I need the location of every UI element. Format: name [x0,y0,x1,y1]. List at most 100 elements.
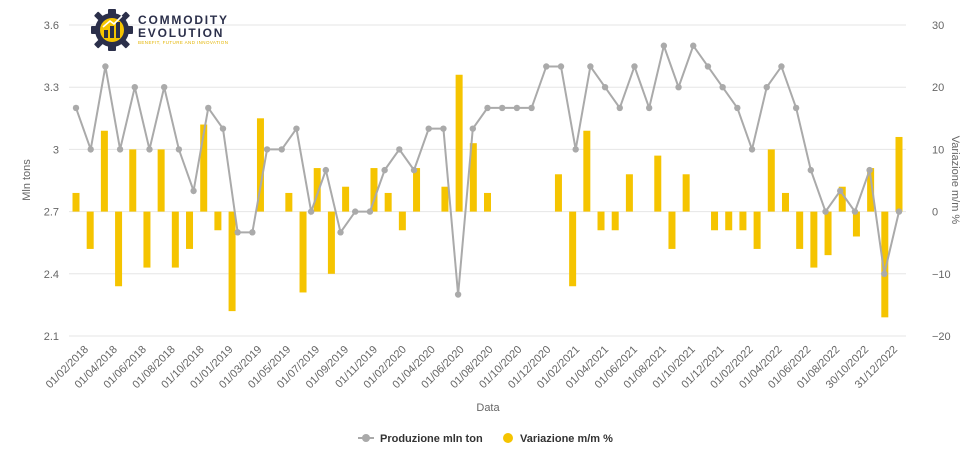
bar[interactable] [895,136,903,212]
line-point[interactable] [381,166,388,174]
line-point[interactable] [116,146,124,153]
line-point[interactable] [601,84,609,91]
line-point[interactable] [322,166,330,174]
line-point[interactable] [293,125,300,132]
line-point[interactable] [572,146,579,153]
bar[interactable] [157,149,165,212]
line-point[interactable] [219,125,227,132]
bar[interactable] [668,211,676,249]
bar[interactable] [725,211,733,231]
line-point[interactable] [146,146,153,153]
bar[interactable] [398,211,406,231]
bar[interactable] [143,211,151,268]
bar[interactable] [739,211,747,231]
line-point[interactable] [543,63,550,70]
bar[interactable] [313,168,321,212]
line-point[interactable] [160,84,168,91]
bar[interactable] [767,149,775,212]
line-point[interactable] [719,84,726,91]
line-point[interactable] [748,146,756,153]
line-point[interactable] [690,42,697,49]
line-point[interactable] [425,125,432,132]
line-point[interactable] [484,104,491,112]
line-point[interactable] [660,42,668,49]
bar[interactable] [881,211,889,318]
bar[interactable] [484,192,491,212]
line-point[interactable] [396,146,403,153]
line-point[interactable] [557,63,565,70]
line-point[interactable] [234,229,241,236]
line-point[interactable] [616,104,623,112]
bar[interactable] [441,186,449,212]
line-point[interactable] [763,84,770,91]
bar[interactable] [384,192,392,212]
line-point[interactable] [881,270,888,277]
bar[interactable] [654,155,662,212]
bar[interactable] [228,211,236,312]
line-point[interactable] [131,84,138,91]
bar[interactable] [569,211,577,287]
bar[interactable] [867,168,875,212]
line-point[interactable] [513,104,521,112]
bar[interactable] [554,174,562,212]
line-point[interactable] [454,291,462,298]
legend-item-line[interactable]: Produzione mln ton [358,433,483,445]
line-point[interactable] [337,229,344,236]
line-point[interactable] [734,104,741,112]
bar[interactable] [838,186,846,212]
line-point[interactable] [895,208,903,215]
bar[interactable] [200,124,208,212]
bar[interactable] [824,211,832,256]
bar[interactable] [413,168,421,212]
line-point[interactable] [366,208,374,215]
bar[interactable] [711,211,719,231]
line-point[interactable] [87,146,94,153]
bar[interactable] [455,74,463,212]
line-point[interactable] [631,63,638,70]
line-point[interactable] [822,208,829,215]
bar[interactable] [370,168,378,212]
line-point[interactable] [645,104,653,112]
bar[interactable] [129,149,137,212]
bar[interactable] [753,211,761,249]
line-point[interactable] [175,146,183,153]
bar[interactable] [171,211,179,268]
bar[interactable] [469,143,477,212]
bar[interactable] [100,130,108,212]
bar[interactable] [186,211,194,249]
bar[interactable] [327,211,335,274]
bar[interactable] [115,211,123,287]
line-point[interactable] [498,104,506,112]
bar[interactable] [285,192,293,212]
line-point[interactable] [102,63,109,70]
line-point[interactable] [675,84,682,91]
bar[interactable] [86,211,94,249]
bar[interactable] [810,211,818,268]
line-point[interactable] [263,146,271,153]
line-point[interactable] [469,125,477,132]
line-point[interactable] [851,208,859,215]
line-point[interactable] [249,229,256,236]
line-point[interactable] [778,63,785,70]
line-point[interactable] [807,166,815,174]
line-point[interactable] [587,63,594,70]
legend[interactable]: Produzione mln ton Variazione m/m % [358,433,613,445]
bar[interactable] [256,118,264,212]
line-point[interactable] [190,187,197,195]
bar[interactable] [299,211,307,293]
line-point[interactable] [72,104,80,112]
line-point[interactable] [205,104,212,112]
line-point[interactable] [837,187,844,195]
bar[interactable] [682,174,690,212]
bar[interactable] [214,211,222,231]
bar[interactable] [781,192,789,212]
bar[interactable] [625,174,633,212]
bar[interactable] [583,130,591,212]
bar[interactable] [852,211,860,237]
line-point[interactable] [528,104,535,112]
line-point[interactable] [307,208,315,215]
bar[interactable] [72,192,80,212]
line-point[interactable] [278,146,285,153]
bar[interactable] [796,211,804,249]
line-point[interactable] [410,166,418,174]
